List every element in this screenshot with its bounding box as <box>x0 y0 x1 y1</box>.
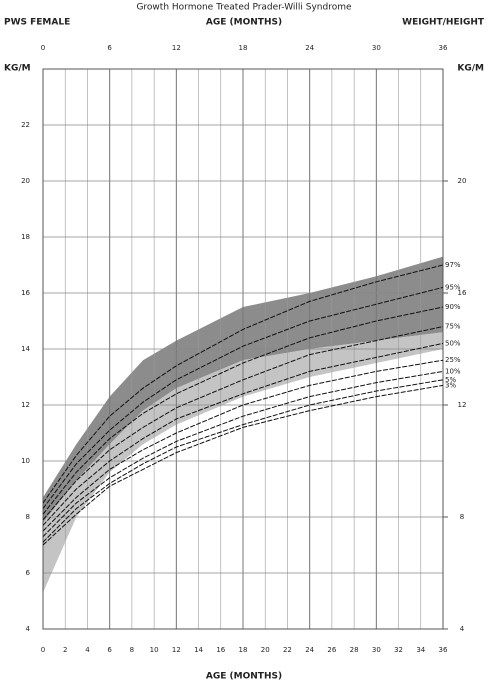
series-label: 75% <box>445 323 461 331</box>
series-label: 10% <box>445 367 461 375</box>
x-tick-label: 30 <box>372 646 381 654</box>
y-axis-title: KG/M <box>4 64 31 74</box>
y-tick-label: 6 <box>26 569 31 577</box>
x-tick-label: 34 <box>416 646 425 654</box>
reference-band <box>43 256 443 523</box>
series-label: 90% <box>445 303 461 311</box>
percentile-line <box>42 326 444 521</box>
series-label: 97% <box>445 261 461 269</box>
y2-tick-label: 4 <box>460 625 465 633</box>
x-tick-label: 20 <box>261 646 270 654</box>
y2-tick-label: 12 <box>458 401 467 409</box>
x-tick-label: 32 <box>394 646 403 654</box>
y2-tick-label: 16 <box>458 289 467 297</box>
x-tick-label: 8 <box>130 646 134 654</box>
series-label: 50% <box>445 339 461 347</box>
x-axis-title-top: AGE (MONTHS) <box>206 18 282 28</box>
x-tick-label: 26 <box>327 646 336 654</box>
percentile-line <box>42 370 444 537</box>
x-tick-label: 4 <box>85 646 90 654</box>
y-tick-label: 10 <box>21 457 30 465</box>
percentile-line <box>42 359 444 532</box>
y-tick-label: 12 <box>21 401 30 409</box>
x-tick-label: 12 <box>172 646 181 654</box>
x-axis-title: AGE (MONTHS) <box>206 672 282 682</box>
x-tick-label: 18 <box>239 646 248 654</box>
x-tick-label: 28 <box>350 646 359 654</box>
y2-tick-label: 8 <box>460 513 464 521</box>
x2-tick-label: 0 <box>41 44 45 52</box>
series-label: 25% <box>445 356 461 364</box>
x2-tick-label: 12 <box>172 44 181 52</box>
y-tick-label: 18 <box>21 233 30 241</box>
y2-axis-title: KG/M <box>457 64 484 74</box>
series-label: 3% <box>445 381 456 389</box>
y-tick-label: 8 <box>26 513 30 521</box>
x2-tick-label: 6 <box>107 44 112 52</box>
x2-tick-label: 36 <box>439 44 448 52</box>
series-label: 5% <box>445 376 456 384</box>
plot-frame <box>42 68 444 630</box>
x-tick-label: 0 <box>41 646 45 654</box>
y-tick-label: 4 <box>26 625 31 633</box>
y-tick-label: 16 <box>21 289 30 297</box>
percentile-line <box>42 384 444 546</box>
percentile-line <box>42 342 444 526</box>
y-tick-label: 14 <box>21 345 30 353</box>
x-tick-label: 14 <box>194 646 203 654</box>
subtitle-right: WEIGHT/HEIGHT <box>402 18 485 28</box>
subtitle-left: PWS FEMALE <box>4 18 70 28</box>
x-tick-label: 16 <box>216 646 225 654</box>
x2-tick-label: 24 <box>305 44 314 52</box>
x-tick-label: 6 <box>107 646 112 654</box>
series-label: 95% <box>445 283 461 291</box>
x2-tick-label: 18 <box>239 44 248 52</box>
y-tick-label: 22 <box>21 121 30 129</box>
percentile-line <box>42 264 444 504</box>
percentile-line <box>42 379 444 543</box>
y-tick-label: 20 <box>21 177 30 185</box>
percentile-line <box>42 306 444 515</box>
x-tick-label: 2 <box>63 646 67 654</box>
x-tick-label: 10 <box>150 646 159 654</box>
y2-tick-label: 20 <box>458 177 467 185</box>
x-tick-label: 36 <box>439 646 448 654</box>
x2-tick-label: 30 <box>372 44 381 52</box>
percentile-line <box>42 286 444 509</box>
chart-title: Growth Hormone Treated Prader-Willi Synd… <box>136 3 352 13</box>
x-tick-label: 24 <box>305 646 314 654</box>
x-tick-label: 22 <box>283 646 292 654</box>
